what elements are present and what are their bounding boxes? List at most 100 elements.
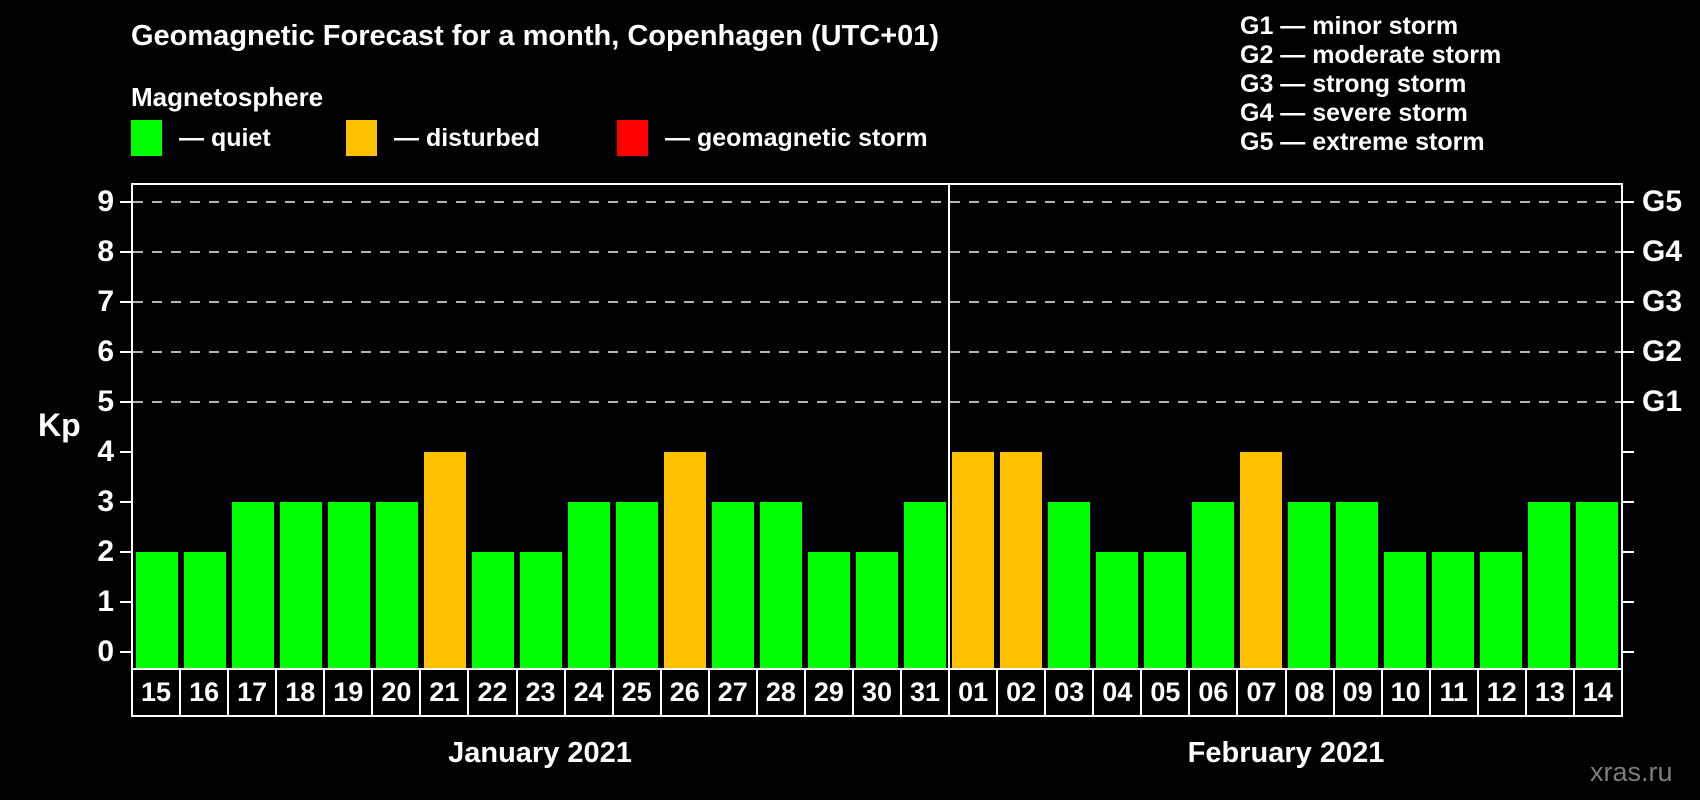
date-cell: 28 <box>755 668 806 717</box>
date-cell: 05 <box>1140 668 1191 717</box>
kp-bar <box>904 502 946 668</box>
bar-slot <box>1045 502 1093 668</box>
bar-slot <box>1093 552 1141 668</box>
y-axis-tick-label: 6 <box>97 335 114 368</box>
y-axis-tick-label: 1 <box>97 585 114 618</box>
kp-bar <box>712 502 754 668</box>
date-cell: 13 <box>1524 668 1575 717</box>
month-label-february: February 2021 <box>1187 737 1385 769</box>
bar-slot <box>1333 502 1381 668</box>
date-cell: 25 <box>611 668 662 717</box>
date-cell: 21 <box>419 668 470 717</box>
kp-bar <box>424 452 466 668</box>
bar-slot <box>277 502 325 668</box>
storm-scale-item: G2 — moderate storm <box>1240 41 1502 69</box>
kp-bar <box>808 552 850 668</box>
kp-bar <box>1431 552 1474 668</box>
y-axis-tick <box>120 201 131 203</box>
bar-slot <box>469 552 517 668</box>
kp-bar <box>856 552 898 668</box>
legend-heading: Magnetosphere <box>131 82 324 112</box>
y-axis-tick-label: 5 <box>97 385 114 418</box>
date-cell: 12 <box>1476 668 1527 717</box>
date-cell: 10 <box>1380 668 1431 717</box>
month-label-january: January 2021 <box>448 737 632 769</box>
date-cell: 18 <box>275 668 326 717</box>
date-cell: 15 <box>131 668 182 717</box>
right-axis-tick <box>1623 501 1634 503</box>
storm-scale-item: G1 — minor storm <box>1240 12 1459 40</box>
y-axis-tick <box>120 601 131 603</box>
date-cell: 06 <box>1188 668 1239 717</box>
month-separator-line <box>948 185 950 668</box>
date-cell: 30 <box>851 668 902 717</box>
g-scale-tick-label: G5 <box>1642 185 1683 218</box>
y-axis-tick-label: 4 <box>97 435 114 468</box>
kp-bar <box>520 552 562 668</box>
date-cell: 16 <box>179 668 230 717</box>
bar-slot <box>181 552 229 668</box>
kp-bar <box>664 452 706 668</box>
bar-slot <box>1189 502 1237 668</box>
right-axis-tick <box>1623 351 1634 353</box>
geomagnetic-storm-swatch-icon <box>617 120 648 156</box>
bar-slot <box>853 552 901 668</box>
kp-bar <box>1480 552 1522 668</box>
kp-bar <box>616 502 658 668</box>
watermark: xras.ru <box>1590 757 1673 787</box>
date-cell: 31 <box>900 668 951 717</box>
date-cell: 07 <box>1236 668 1287 717</box>
date-cell: 22 <box>467 668 518 717</box>
gridline-kp9 <box>133 201 1621 203</box>
bar-slot <box>1525 502 1573 668</box>
kp-bar <box>1240 452 1282 668</box>
kp-bar <box>1383 552 1426 668</box>
kp-bar <box>1288 502 1330 668</box>
bar-slot <box>949 452 997 668</box>
kp-bar <box>280 502 322 668</box>
bar-slot <box>1141 552 1189 668</box>
kp-bar <box>472 552 514 668</box>
kp-bar <box>1336 502 1378 668</box>
kp-bar <box>1576 502 1618 668</box>
kp-bar <box>568 502 610 668</box>
kp-bar <box>136 552 178 668</box>
disturbed-swatch-icon <box>346 120 377 156</box>
y-axis-tick <box>120 451 131 453</box>
kp-bar <box>184 552 226 668</box>
storm-scale-item: G4 — severe storm <box>1240 99 1468 127</box>
gridline-kp6 <box>133 351 1621 353</box>
bar-slot <box>421 452 469 668</box>
storm-scale-item: G3 — strong storm <box>1240 70 1467 98</box>
g-scale-tick-label: G2 <box>1642 335 1683 368</box>
legend-item-disturbed: — disturbed <box>346 118 540 158</box>
date-cell: 29 <box>803 668 854 717</box>
kp-bar <box>1048 502 1090 668</box>
bar-slot <box>229 502 277 668</box>
right-axis-tick <box>1623 651 1634 653</box>
y-axis-tick-label: 7 <box>97 285 114 318</box>
kp-bar <box>232 502 274 668</box>
date-cell: 01 <box>948 668 999 717</box>
right-axis-tick <box>1623 601 1634 603</box>
magnetosphere-legend: — quiet — disturbed — geomagnetic storm <box>0 118 1100 158</box>
bar-slot <box>1285 502 1333 668</box>
date-cell: 08 <box>1284 668 1335 717</box>
y-axis-tick-label: 0 <box>97 635 114 668</box>
date-axis: 15 16 17 18 19 20 21 22 23 24 25 26 27 28 29 30 31 01 02 03… <box>131 668 1623 717</box>
bar-slot <box>1573 502 1621 668</box>
gridline-kp8 <box>133 251 1621 253</box>
date-cell: 03 <box>1044 668 1095 717</box>
kp-bar <box>1144 552 1186 668</box>
y-axis-tick-label: 8 <box>97 235 114 268</box>
date-cell: 14 <box>1572 668 1623 717</box>
y-axis-tick-label: 2 <box>97 535 114 568</box>
kp-bar <box>1000 452 1042 668</box>
right-axis-tick <box>1623 301 1634 303</box>
bar-slot <box>757 502 805 668</box>
gridline-kp7 <box>133 301 1621 303</box>
bar-slot <box>325 502 373 668</box>
right-axis-tick <box>1623 251 1634 253</box>
y-axis-tick-label: 3 <box>97 485 114 518</box>
date-cell: 19 <box>323 668 374 717</box>
